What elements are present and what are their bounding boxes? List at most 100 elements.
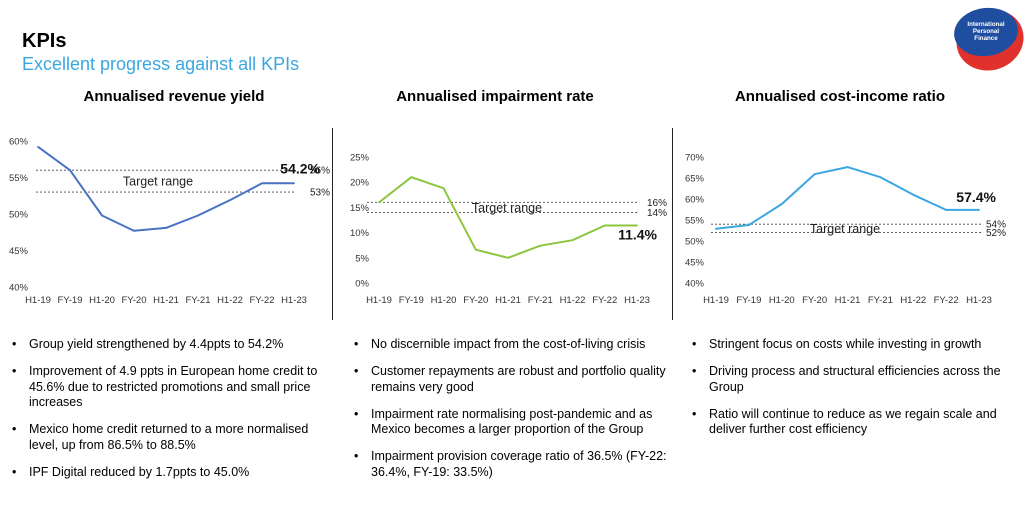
data-point [507,256,509,259]
latest-value-annotation: 57.4% [956,189,996,205]
data-point [69,169,71,172]
series-line [715,166,979,230]
data-point [780,203,783,205]
x-tick-label: H1-23 [281,295,307,306]
x-tick-label: FY-21 [868,295,893,306]
revenue-bullet-2: Improvement of 4.9 ppts in European home… [10,364,322,411]
x-tick-label: H1-23 [966,295,992,306]
logo-text-1: International [967,21,1004,28]
company-logo: International Personal Finance [954,7,1024,71]
revenue-bullet-1: Group yield strengthened by 4.4ppts to 5… [10,337,322,353]
data-point [978,209,980,211]
data-point [133,229,135,232]
y-tick-label: 60% [9,137,29,148]
y-tick-label: 15% [350,203,370,214]
y-tick-label: 0% [355,279,369,290]
data-point [912,193,915,196]
x-tick-label: H1-20 [431,295,457,306]
data-point [603,224,606,227]
x-tick-label: H1-22 [900,295,926,306]
chart-divider-right [672,128,673,320]
y-tick-label: 70% [685,153,705,164]
cost-bullet-2: Driving process and structural efficienc… [690,364,1010,395]
revenue-bullet-3: Mexico home credit returned to a more no… [10,422,322,453]
x-tick-label: H1-23 [624,295,650,306]
cost-chart-title: Annualised cost-income ratio [734,88,946,105]
x-tick-label: FY-21 [528,295,553,306]
data-point [636,224,638,227]
x-tick-label: FY-22 [250,295,275,306]
data-point [715,227,717,230]
target-lower-label: 53% [310,188,330,199]
target-upper-label: 16% [647,198,667,209]
data-point [747,224,750,226]
x-tick-label: FY-20 [463,295,488,306]
data-point [197,214,199,217]
x-tick-label: FY-20 [122,295,147,306]
revenue-yield-chart: 40% 45% 50% 55% 60% H1-19 FY-19 H1-20 FY-20 H1-21… [9,137,330,307]
x-tick-label: FY-22 [592,295,617,306]
series-line [378,176,637,259]
y-tick-label: 55% [685,216,705,227]
y-tick-label: 20% [350,178,370,189]
cost-bullets: Stringent focus on costs while investing… [690,337,1010,449]
data-point [813,173,816,176]
y-tick-label: 45% [685,258,705,269]
x-tick-label: FY-21 [186,295,211,306]
data-point [293,182,295,185]
revenue-chart-title: Annualised revenue yield [83,88,265,105]
data-point [261,182,263,185]
data-point [165,226,167,229]
x-tick-label: H1-19 [366,295,392,306]
x-tick-label: FY-20 [802,295,827,306]
data-point [846,166,849,168]
logo-text-3: Finance [974,35,998,42]
impairment-bullets: No discernible impact from the cost-of-l… [352,337,670,492]
latest-value-annotation: 54.2% [280,160,320,176]
data-point [37,145,39,148]
target-range-label: Target range [472,201,542,215]
cost-bullet-1: Stringent focus on costs while investing… [690,337,1010,353]
y-tick-label: 10% [350,228,370,239]
impairment-bullet-4: Impairment provision coverage ratio of 3… [352,449,670,480]
y-tick-label: 40% [685,279,705,290]
data-point [945,209,948,211]
page-subtitle: Excellent progress against all KPIs [22,54,300,74]
y-tick-label: 25% [350,153,370,164]
target-lower-label: 52% [986,228,1006,239]
x-tick-label: FY-22 [934,295,959,306]
target-lower-label: 14% [647,208,667,219]
data-point [879,176,882,179]
target-range-label: Target range [810,222,880,236]
target-upper-label: 54% [986,220,1006,231]
data-point [539,244,542,247]
y-tick-label: 65% [685,174,705,185]
x-tick-label: H1-22 [560,295,586,306]
series-line [37,145,294,232]
revenue-bullet-4: IPF Digital reduced by 1.7ppts to 45.0% [10,465,322,481]
y-tick-label: 50% [9,210,29,221]
x-tick-label: H1-22 [217,295,243,306]
data-point [229,199,231,202]
y-tick-label: 55% [9,173,29,184]
target-upper-label: 56% [310,166,330,177]
logo-text-2: Personal [973,28,999,35]
impairment-rate-chart: 0% 5% 10% 15% 20% 25% H1-19 FY-19 H1-20 FY-20 H1-2… [350,153,667,307]
y-tick-label: 60% [685,195,705,206]
data-point [410,176,413,179]
cost-bullet-3: Ratio will continue to reduce as we rega… [690,407,1010,438]
impairment-bullet-3: Impairment rate normalising post-pandemi… [352,407,670,438]
impairment-bullet-2: Customer repayments are robust and portf… [352,364,670,395]
page-title: KPIs [22,30,67,52]
data-point [378,201,380,204]
x-tick-label: H1-21 [153,295,179,306]
x-tick-label: FY-19 [736,295,761,306]
cost-income-chart: 40% 45% 50% 55% 60% 65% 70% H1-19 FY-19 H1-20 FY-2… [685,153,1006,307]
x-tick-label: H1-20 [89,295,115,306]
impairment-bullet-1: No discernible impact from the cost-of-l… [352,337,670,353]
revenue-bullets: Group yield strengthened by 4.4ppts to 5… [10,337,322,492]
data-point [101,214,103,217]
y-tick-label: 45% [9,246,29,257]
x-tick-label: H1-21 [495,295,521,306]
target-range-label: Target range [123,175,193,189]
